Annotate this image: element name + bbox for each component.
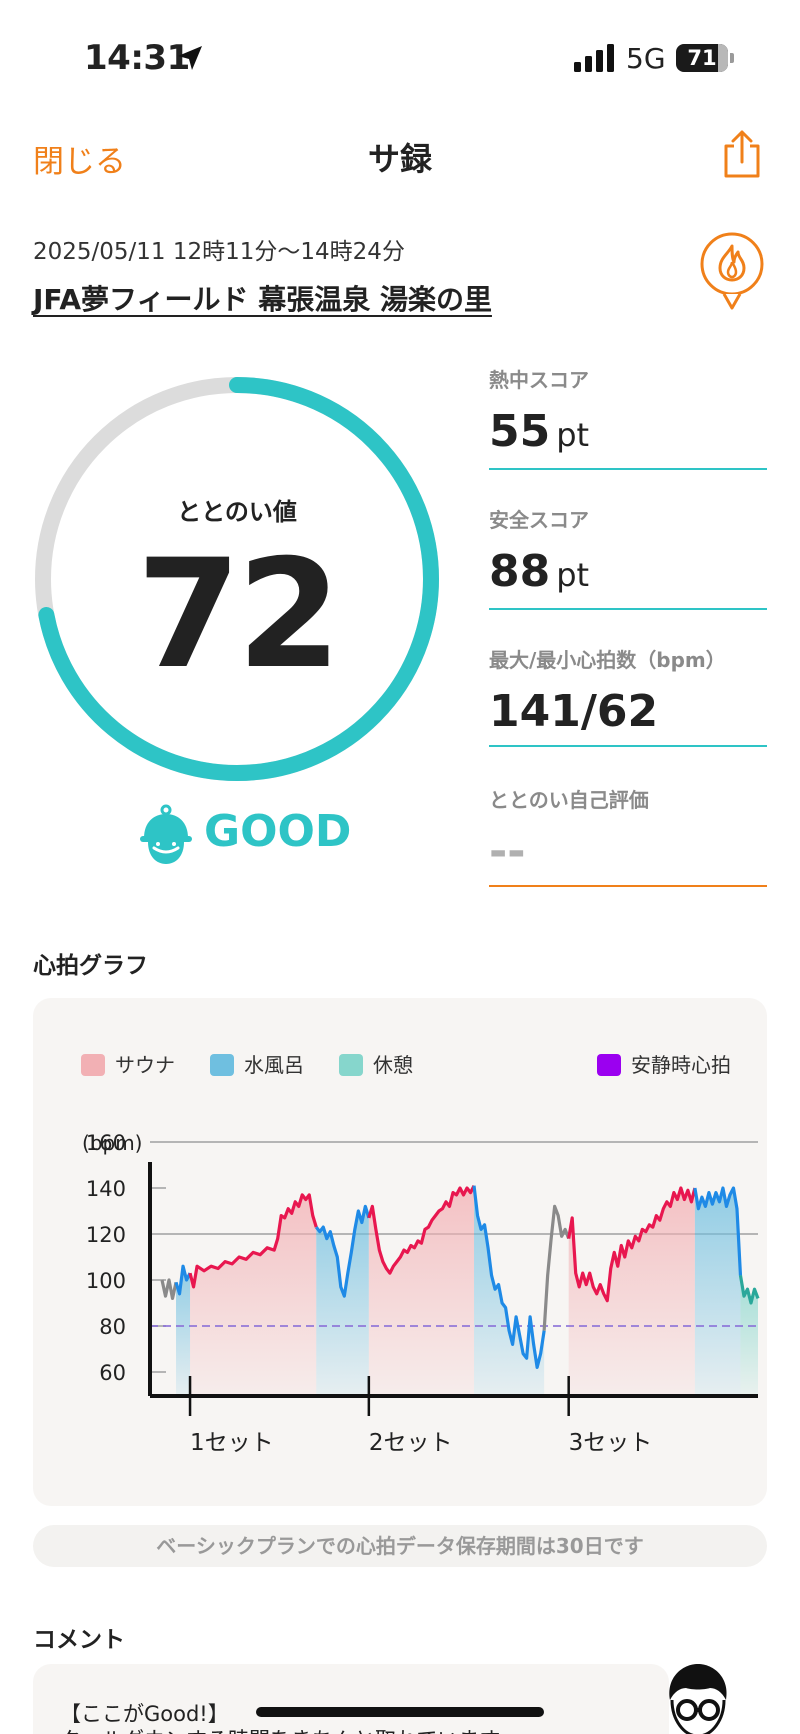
- totonoi-label: ととのい値: [177, 498, 297, 526]
- stat-heat-score: 熱中スコア 55 pt: [489, 364, 767, 470]
- totonoi-ring: [35, 377, 439, 781]
- close-button[interactable]: 閉じる: [33, 144, 126, 180]
- fire-badge-icon[interactable]: [698, 232, 766, 312]
- comment-line-2: クールダウンする時間をきちんと取れています: [60, 1724, 500, 1734]
- location-arrow-icon: [178, 46, 202, 70]
- share-icon[interactable]: [720, 128, 764, 180]
- set-label-2: 2セット: [369, 1430, 453, 1456]
- area-water-3: [316, 1206, 369, 1396]
- area-water-5: [474, 1185, 545, 1396]
- stat-value: 55 pt: [489, 406, 590, 457]
- series-line-water-1: [174, 1264, 192, 1296]
- area-sauna-7: [568, 1188, 695, 1396]
- legend-water: 水風呂: [210, 1049, 304, 1078]
- series-line-other-0: [160, 1278, 178, 1300]
- y-tick-label-80: 80: [99, 1315, 126, 1339]
- area-sauna-2: [190, 1194, 317, 1396]
- stat-value: 141/62: [489, 686, 659, 737]
- battery-icon: 71: [676, 44, 734, 72]
- legend-sauna: サウナ: [81, 1049, 175, 1078]
- series-line-water-8: [693, 1186, 743, 1276]
- home-indicator[interactable]: [256, 1707, 544, 1717]
- totonoi-grade: GOOD: [204, 806, 352, 857]
- series-line-water-3: [314, 1204, 371, 1298]
- series-line-water-5: [472, 1185, 546, 1369]
- area-rest-9: [740, 1275, 758, 1396]
- y-tick-label-140: 140: [86, 1177, 126, 1201]
- network-type: 5G: [626, 42, 666, 75]
- y-tick-label-100: 100: [86, 1269, 126, 1293]
- status-time: 14:31: [84, 38, 190, 78]
- series-line-rest-9: [738, 1275, 760, 1305]
- comment-card: [33, 1664, 669, 1734]
- legend-rest: 休憩: [339, 1049, 413, 1078]
- session-date-range: 2025/05/11 12時11分〜14時24分: [33, 239, 405, 265]
- set-label-3: 3セット: [569, 1430, 653, 1456]
- stat-label: 最大/最小心拍数（bpm）: [489, 648, 726, 672]
- series-line-sauna-2: [188, 1193, 318, 1289]
- stat-label: 熱中スコア: [489, 368, 589, 392]
- y-axis-label: (bpm): [82, 1131, 142, 1155]
- area-water-8: [694, 1188, 741, 1396]
- battery-level: 71: [687, 46, 717, 70]
- facility-link[interactable]: JFA夢フィールド 幕張温泉 湯楽の里: [33, 283, 492, 316]
- good-mascot-icon: [140, 804, 192, 864]
- graph-section-title: 心拍グラフ: [33, 953, 148, 979]
- area-sauna-4: [368, 1185, 475, 1396]
- y-tick-label-60: 60: [99, 1361, 126, 1385]
- stat-label: ととのい自己評価: [489, 788, 649, 812]
- series-line-sauna-7: [567, 1186, 697, 1303]
- y-tick-label-120: 120: [86, 1223, 126, 1247]
- stat-label: 安全スコア: [489, 508, 589, 532]
- set-label-1: 1セット: [190, 1430, 274, 1456]
- legend-resting-hr: 安静時心拍: [597, 1049, 731, 1078]
- retention-notice: ベーシックプランでの心拍データ保存期間は30日です: [33, 1525, 767, 1567]
- y-tick-label-160: 160: [86, 1131, 126, 1155]
- area-water-1: [176, 1266, 191, 1396]
- series-line-other-6: [542, 1204, 571, 1331]
- totonoi-value: 72: [136, 528, 342, 702]
- stat-value: --: [489, 826, 526, 877]
- stat-heart-rate: 最大/最小心拍数（bpm） 141/62: [489, 644, 767, 747]
- stat-safety-score: 安全スコア 88 pt: [489, 504, 767, 610]
- comment-line-1: 【ここがGood!】: [60, 1702, 229, 1726]
- stat-value: 88 pt: [489, 546, 590, 597]
- series-line-sauna-4: [367, 1184, 476, 1275]
- nav-title: サ録: [367, 140, 432, 178]
- stat-self-rating[interactable]: ととのい自己評価 --: [489, 784, 767, 887]
- cellular-signal-icon: [574, 44, 614, 72]
- comment-section-title: コメント: [33, 1627, 125, 1653]
- advisor-avatar: [669, 1664, 727, 1734]
